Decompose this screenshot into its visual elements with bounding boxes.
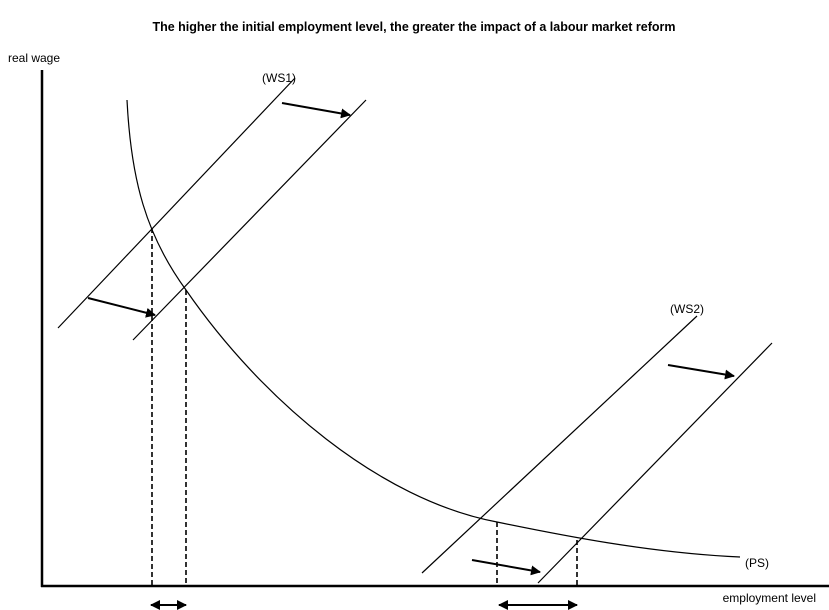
- shift-arrow: [87, 297, 156, 318]
- ws2-shifted-line: [537, 342, 773, 584]
- ws1-line: [57, 77, 296, 329]
- x-axis-label: employment level: [723, 591, 816, 605]
- ws1-label: (WS1): [262, 71, 296, 85]
- title: The higher the initial employment level,…: [152, 20, 675, 34]
- y-axis-label: real wage: [8, 51, 60, 65]
- shift-arrow: [281, 102, 351, 119]
- ws1-shifted-line: [132, 99, 367, 341]
- shift-arrow: [471, 559, 541, 576]
- ps-curve: [126, 99, 741, 558]
- ws2-label: (WS2): [670, 302, 704, 316]
- ws2-line: [421, 315, 698, 574]
- shift-arrow: [667, 364, 735, 380]
- ps-label: (PS): [745, 556, 769, 570]
